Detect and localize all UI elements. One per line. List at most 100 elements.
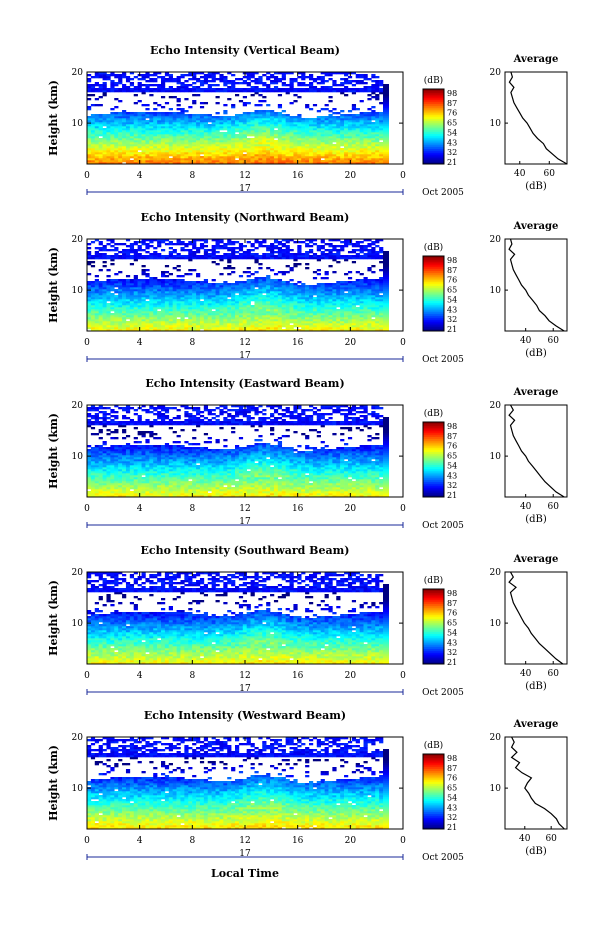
heatmap-cell (363, 325, 368, 328)
heatmap-cell (196, 158, 201, 161)
heatmap-cell (320, 319, 325, 322)
heatmap-cell (270, 311, 275, 314)
heatmap-cell (359, 305, 364, 308)
heatmap-cell (347, 307, 353, 310)
heatmap-cell (332, 283, 337, 286)
heatmap-cell (383, 102, 389, 105)
heatmap-cell (157, 307, 162, 310)
heatmap-cell (129, 132, 135, 135)
heatmap-cell (106, 150, 111, 153)
heatmap-cell (250, 307, 255, 310)
heatmap-cell (273, 80, 279, 83)
heatmap-cell (161, 297, 166, 300)
heatmap-cell (102, 78, 107, 81)
heatmap-cell (277, 136, 283, 139)
heatmap-cell (363, 257, 368, 260)
heatmap-cell (168, 146, 173, 149)
heatmap-cell (324, 325, 329, 328)
heatmap-cell (351, 84, 357, 87)
heatmap-cell (379, 116, 384, 119)
heatmap-cell (125, 329, 131, 332)
heatmap-cell (250, 257, 255, 260)
heatmap-cell (289, 126, 294, 129)
heatmap-cell (223, 132, 228, 135)
heatmap-cell (87, 98, 92, 101)
heatmap-cell (359, 291, 364, 294)
heatmap-cell (137, 100, 142, 103)
heatmap-cell (359, 146, 364, 149)
heatmap-cell (168, 152, 173, 155)
heatmap-cell (266, 275, 271, 278)
heatmap-cell (375, 152, 380, 155)
heatmap-cell (270, 110, 275, 113)
heatmap-cell (141, 160, 146, 163)
heatmap-cell (231, 267, 236, 270)
heatmap-cell (336, 253, 341, 256)
heatmap-cell (359, 315, 364, 318)
heatmap-cell (219, 124, 224, 127)
heatmap-cell (235, 321, 240, 324)
heatmap-cell (207, 317, 212, 320)
heatmap-cell (211, 313, 216, 316)
heatmap-cell (133, 303, 138, 306)
heatmap-cell (285, 124, 290, 127)
heatmap-cell (199, 255, 205, 258)
heatmap-cell (336, 144, 341, 147)
heatmap-cell (153, 136, 158, 139)
heatmap-cell (102, 116, 107, 119)
heatmap-cell (157, 124, 162, 127)
heatmap-cell (258, 311, 263, 314)
heatmap-cell (375, 114, 380, 117)
heatmap-cell (133, 154, 138, 157)
heatmap-cell (250, 148, 255, 151)
heatmap-cell (153, 289, 158, 292)
heatmap-cell (90, 301, 96, 304)
heatmap-cell (180, 116, 185, 119)
heatmap-cell (336, 319, 341, 322)
heatmap-cell (184, 136, 189, 139)
heatmap-cell (223, 116, 228, 119)
heatmap-cell (231, 148, 236, 151)
heatmap-cell (301, 291, 306, 294)
heatmap-cell (301, 287, 306, 290)
heatmap-cell (383, 88, 389, 91)
heatmap-cell (344, 118, 349, 121)
heatmap-cell (301, 150, 306, 153)
heatmap-cell (199, 144, 205, 147)
heatmap-cell (145, 138, 150, 141)
heatmap-cell (110, 325, 115, 328)
heatmap-cell (301, 323, 306, 326)
heatmap-cell (184, 152, 189, 155)
heatmap-cell (164, 126, 170, 129)
heatmap-cell (196, 142, 201, 145)
heatmap-cell (231, 116, 236, 119)
heatmap-cell (192, 148, 197, 151)
heatmap-cell (157, 126, 162, 129)
heatmap-cell (94, 291, 99, 294)
heatmap-cell (157, 241, 162, 244)
heatmap-cell (332, 315, 337, 318)
heatmap-cell (238, 162, 244, 165)
heatmap-cell (207, 307, 212, 310)
colorbar-swatch (423, 135, 444, 139)
heatmap-cell (149, 142, 154, 145)
heatmap-cell (98, 309, 103, 312)
heatmap-cell (344, 94, 349, 97)
heatmap-cell (180, 86, 185, 89)
heatmap-cell (316, 158, 321, 161)
heatmap-cell (227, 126, 232, 129)
heatmap-cell (336, 134, 341, 137)
heatmap-cell (324, 323, 329, 326)
heatmap-cell (129, 146, 135, 149)
heatmap-cell (157, 279, 162, 282)
heatmap-cell (98, 76, 103, 79)
heatmap-cell (250, 74, 255, 77)
heatmap-cell (192, 126, 197, 129)
heatmap-cell (207, 297, 212, 300)
heatmap-cell (293, 289, 298, 292)
heatmap-cell (227, 253, 232, 256)
heatmap-cell (145, 80, 150, 83)
heatmap-cell (219, 303, 224, 306)
heatmap-cell (293, 311, 298, 314)
heatmap-cell (110, 72, 115, 75)
